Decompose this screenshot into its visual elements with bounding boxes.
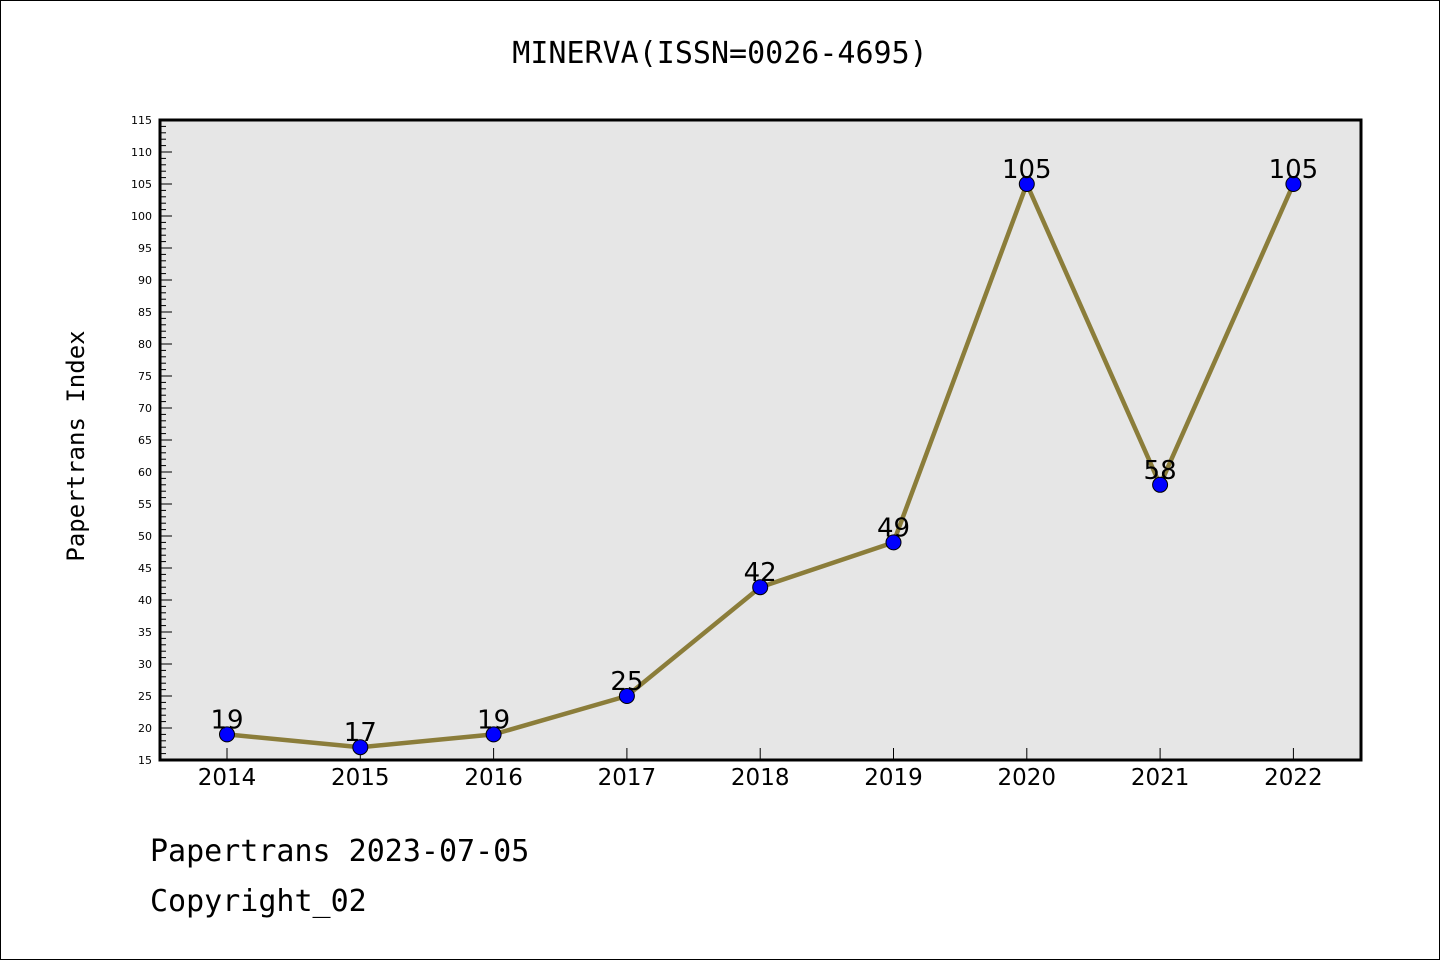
data-label: 49 [877, 513, 910, 543]
chart-title: MINERVA(ISSN=0026-4695) [512, 36, 928, 71]
y-tick-label: 20 [138, 722, 152, 735]
y-tick-label: 90 [138, 274, 152, 287]
y-tick-label: 40 [138, 594, 152, 607]
data-point [1152, 476, 1169, 493]
plot-area [160, 120, 1361, 760]
data-label: 58 [1144, 456, 1177, 486]
footer-copyright: Copyright_02 [150, 884, 367, 919]
x-tick-label: 2014 [198, 765, 257, 791]
y-tick-label: 15 [138, 754, 152, 767]
data-label: 17 [344, 718, 377, 748]
data-label: 25 [610, 667, 643, 697]
x-tick-label: 2015 [331, 765, 390, 791]
y-tick-label: 30 [138, 658, 152, 671]
data-point [1285, 176, 1302, 192]
x-tick-label: 2020 [998, 765, 1057, 791]
footer-date: Papertrans 2023-07-05 [150, 834, 530, 869]
x-tick-label: 2021 [1131, 765, 1190, 791]
y-tick-label: 105 [131, 178, 152, 191]
y-tick-label: 50 [138, 530, 152, 543]
y-tick-label: 70 [138, 402, 152, 415]
y-tick-label: 35 [138, 626, 152, 639]
x-tick-label: 2022 [1264, 765, 1323, 791]
x-tick-label: 2016 [464, 765, 523, 791]
data-point [219, 726, 235, 743]
y-tick-label: 55 [138, 498, 152, 511]
data-point [885, 534, 902, 551]
x-tick-label: 2017 [598, 765, 657, 791]
data-point [618, 688, 635, 704]
x-tick-label: 2019 [864, 765, 923, 791]
data-label: 19 [210, 705, 243, 735]
data-label: 105 [1002, 155, 1052, 185]
plot-border [158, 118, 1363, 762]
data-label: 19 [477, 705, 510, 735]
data-label: 42 [744, 558, 777, 588]
data-label: 105 [1269, 155, 1319, 185]
data-point [485, 726, 502, 743]
y-tick-label: 100 [131, 210, 152, 223]
y-tick-label: 25 [138, 690, 152, 703]
y-tick-label: 75 [138, 370, 152, 383]
y-tick-label: 95 [138, 242, 152, 255]
y-tick-label: 65 [138, 434, 152, 447]
x-tick-label: 2018 [731, 765, 790, 791]
data-point [1018, 176, 1035, 192]
y-tick-label: 110 [131, 146, 152, 159]
data-point [352, 739, 369, 756]
y-tick-label: 115 [131, 114, 152, 127]
y-tick-label: 80 [138, 338, 152, 351]
data-point [752, 579, 769, 596]
y-tick-label: 85 [138, 306, 152, 319]
y-tick-label: 45 [138, 562, 152, 575]
y-tick-label: 60 [138, 466, 152, 479]
